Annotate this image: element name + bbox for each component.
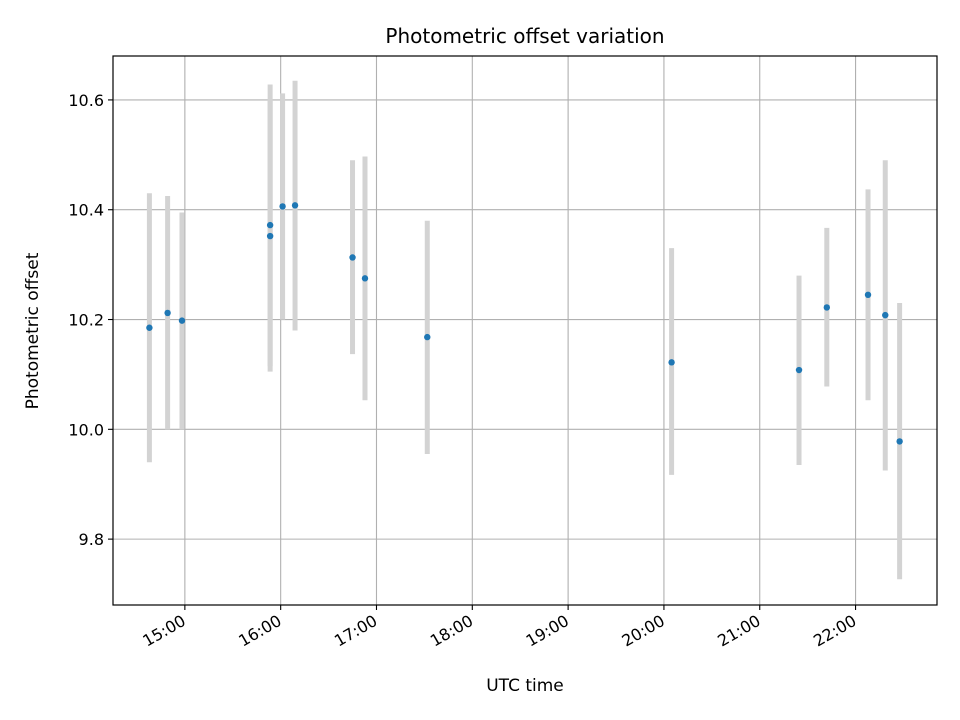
data-point (361, 275, 369, 282)
data-point (349, 254, 356, 261)
y-tick-label: 10.6 (68, 91, 104, 110)
y-axis-label: Photometric offset (23, 252, 43, 409)
data-point (291, 202, 299, 209)
y-axis-ticks: 9.8 10.0 10.2 10.4 10.6 (68, 91, 113, 549)
data-point (164, 309, 171, 317)
data-point (279, 203, 286, 210)
data-point (146, 324, 153, 331)
data-point (864, 291, 872, 299)
x-axis-label: UTC time (486, 676, 564, 696)
y-tick-label: 9.8 (79, 530, 104, 549)
data-point (896, 438, 903, 445)
data-points (146, 202, 903, 445)
data-point (266, 232, 274, 240)
data-point (795, 366, 803, 374)
data-point (668, 359, 675, 366)
y-tick-label: 10.0 (68, 420, 104, 439)
data-point (882, 311, 889, 319)
plot-frame (112, 55, 938, 606)
data-point (424, 333, 431, 341)
y-tick-label: 10.4 (68, 201, 104, 220)
data-point (178, 317, 186, 324)
data-point (266, 221, 274, 229)
data-point (823, 304, 831, 311)
y-tick-label: 10.2 (68, 311, 104, 330)
chart-title: Photometric offset variation (385, 24, 664, 48)
